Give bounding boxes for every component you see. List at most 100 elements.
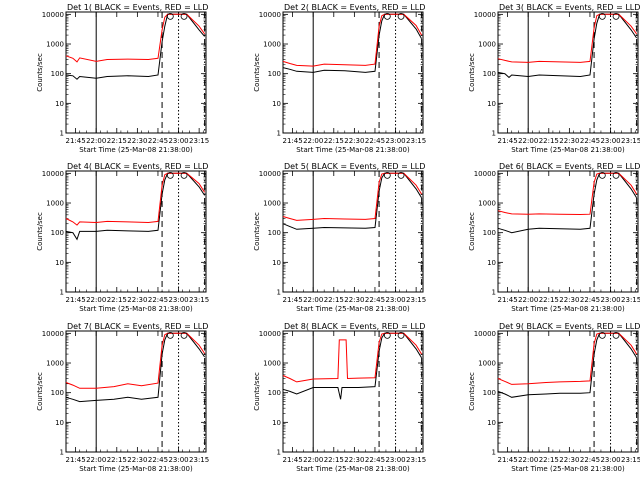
x-tick-label: 23:15 (621, 296, 640, 304)
x-tick-label: 22:45 (365, 456, 385, 464)
series-line-events (282, 13, 423, 73)
panel-title: Det 7( BLACK = Events, RED = LLD (67, 322, 208, 331)
x-tick-label: 22:15 (324, 456, 344, 464)
peak-marker (397, 12, 405, 20)
y-tick-label: 10000 (259, 170, 281, 178)
y-tick-label: 10 (272, 259, 281, 267)
y-tick-label: 10000 (259, 330, 281, 338)
x-tick-label: 23:15 (406, 456, 426, 464)
y-tick-label: 1000 (263, 360, 281, 368)
series-line-events (497, 332, 638, 398)
panel-title: Det 4( BLACK = Events, RED = LLD (67, 162, 208, 171)
panel-det-1: Det 1( BLACK = Events, RED = LLD 1 10 100 10… (36, 3, 209, 154)
x-tick-label: 21:45 (66, 456, 86, 464)
plot-frame (497, 11, 639, 134)
peak-marker (598, 331, 606, 339)
x-tick-label: 22:30 (344, 456, 364, 464)
plot-frame (282, 170, 424, 293)
y-tick-label: 10000 (474, 330, 496, 338)
plot-frame (282, 11, 424, 134)
x-tick-label: 22:30 (559, 296, 579, 304)
panel-det-3: Det 3( BLACK = Events, RED = LLD 1 10 100 10… (468, 3, 640, 154)
y-axis-label: Counts/sec (253, 53, 261, 92)
x-axis-label: Start Time (25-Mar-08 21:38:00) (79, 146, 193, 154)
peak-marker (180, 12, 188, 20)
y-tick-label: 1 (60, 289, 64, 297)
x-tick-label: 21:45 (283, 296, 303, 304)
x-tick-label: 22:45 (580, 296, 600, 304)
series-line-lld (497, 13, 638, 63)
y-axis-label: Counts/sec (36, 53, 44, 92)
peak-marker (383, 12, 391, 20)
series-line-events (497, 13, 638, 79)
panel-det-2: Det 2( BLACK = Events, RED = LLD 1 10 100 10… (253, 3, 426, 154)
x-axis-label: Start Time (25-Mar-08 21:38:00) (511, 465, 625, 473)
x-axis-label: Start Time (25-Mar-08 21:38:00) (511, 146, 625, 154)
panel-title: Det 1( BLACK = Events, RED = LLD (67, 3, 208, 12)
peak-marker (612, 171, 620, 179)
x-tick-label: 22:15 (324, 296, 344, 304)
x-tick-label: 22:00 (86, 137, 106, 145)
y-tick-label: 1000 (46, 200, 64, 208)
x-tick-label: 22:30 (344, 296, 364, 304)
x-tick-label: 22:15 (539, 456, 559, 464)
y-tick-label: 100 (483, 70, 496, 78)
y-axis-label: Counts/sec (468, 53, 476, 92)
x-tick-label: 22:15 (107, 137, 127, 145)
y-tick-label: 100 (51, 229, 64, 237)
x-axis-label: Start Time (25-Mar-08 21:38:00) (296, 305, 410, 313)
x-axis-label: Start Time (25-Mar-08 21:38:00) (79, 305, 193, 313)
panel-title: Det 6( BLACK = Events, RED = LLD (499, 162, 640, 171)
x-tick-label: 23:15 (621, 137, 640, 145)
series-line-events (65, 13, 205, 80)
y-tick-label: 10000 (42, 11, 64, 19)
y-tick-label: 10 (487, 100, 496, 108)
x-tick-label: 22:45 (148, 296, 168, 304)
y-tick-label: 100 (268, 229, 281, 237)
x-axis-label: Start Time (25-Mar-08 21:38:00) (296, 146, 410, 154)
x-tick-label: 21:45 (283, 137, 303, 145)
series-line-lld (282, 172, 423, 221)
y-tick-label: 10000 (259, 11, 281, 19)
x-tick-label: 21:45 (498, 296, 518, 304)
y-tick-label: 1 (60, 130, 64, 138)
x-tick-label: 22:30 (344, 137, 364, 145)
x-tick-label: 23:00 (385, 456, 405, 464)
y-tick-label: 10 (487, 259, 496, 267)
y-tick-label: 10 (487, 419, 496, 427)
x-axis-label: Start Time (25-Mar-08 21:38:00) (296, 465, 410, 473)
panel-title: Det 5( BLACK = Events, RED = LLD (284, 162, 425, 171)
peak-marker (166, 12, 174, 20)
series-line-lld (65, 13, 206, 63)
x-tick-label: 22:00 (518, 137, 538, 145)
y-tick-label: 1000 (478, 41, 496, 49)
series-line-lld (497, 332, 638, 385)
plot-frame (282, 330, 424, 453)
y-axis-label: Counts/sec (468, 212, 476, 251)
y-axis-label: Counts/sec (253, 372, 261, 411)
x-tick-label: 21:45 (66, 137, 86, 145)
y-axis-label: Counts/sec (253, 212, 261, 251)
plot-frame (65, 330, 207, 453)
y-axis-label: Counts/sec (468, 372, 476, 411)
x-tick-label: 23:15 (406, 137, 426, 145)
peak-marker (612, 12, 620, 20)
y-tick-label: 10000 (474, 11, 496, 19)
y-tick-label: 1 (492, 289, 496, 297)
peak-marker (166, 171, 174, 179)
x-tick-label: 22:45 (148, 137, 168, 145)
peak-marker (598, 171, 606, 179)
series-line-lld (65, 332, 206, 389)
panel-det-8: Det 8( BLACK = Events, RED = LLD 1 10 100 10… (253, 322, 426, 473)
x-tick-label: 23:15 (189, 137, 209, 145)
series-line-lld (282, 13, 423, 67)
series-line-events (65, 172, 206, 241)
x-tick-label: 22:45 (148, 456, 168, 464)
y-tick-label: 1 (492, 449, 496, 457)
x-tick-label: 22:00 (303, 456, 323, 464)
y-tick-label: 10 (272, 419, 281, 427)
peak-marker (180, 331, 188, 339)
x-tick-label: 23:00 (168, 137, 188, 145)
x-tick-label: 22:30 (559, 137, 579, 145)
peak-marker (383, 171, 391, 179)
